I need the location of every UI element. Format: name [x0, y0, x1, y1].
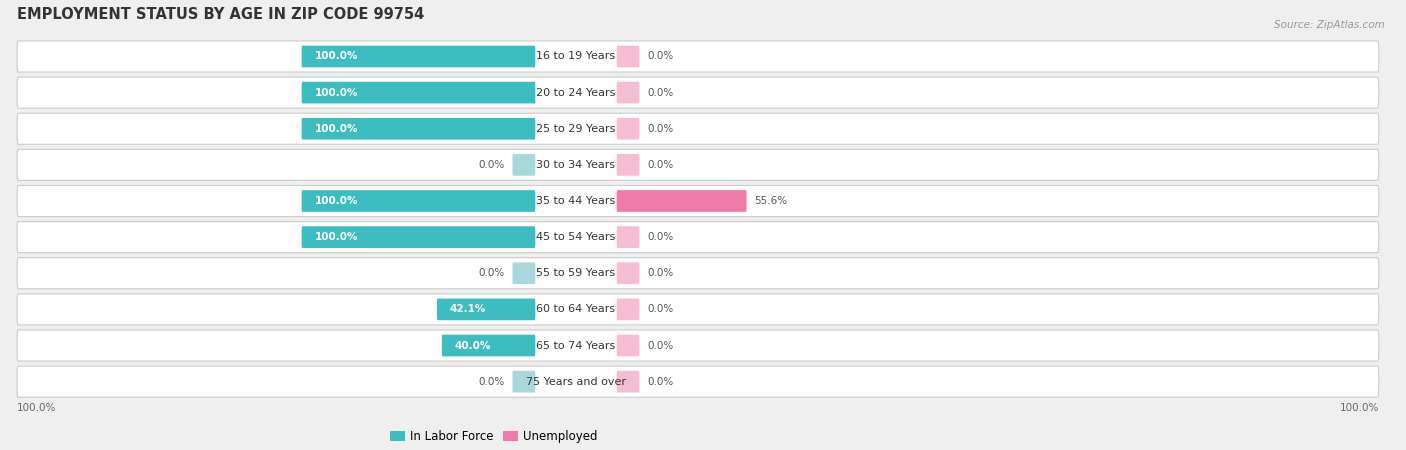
Text: 0.0%: 0.0%	[647, 160, 673, 170]
FancyBboxPatch shape	[302, 45, 536, 68]
Text: 25 to 29 Years: 25 to 29 Years	[536, 124, 616, 134]
Text: 0.0%: 0.0%	[647, 304, 673, 315]
Text: 55 to 59 Years: 55 to 59 Years	[537, 268, 616, 278]
Text: 0.0%: 0.0%	[647, 341, 673, 351]
FancyBboxPatch shape	[17, 149, 1379, 180]
FancyBboxPatch shape	[617, 226, 640, 248]
Text: 45 to 54 Years: 45 to 54 Years	[536, 232, 616, 242]
FancyBboxPatch shape	[302, 226, 536, 248]
Text: 100.0%: 100.0%	[315, 196, 357, 206]
Text: 55.6%: 55.6%	[754, 196, 787, 206]
FancyBboxPatch shape	[512, 154, 536, 176]
Text: 40.0%: 40.0%	[454, 341, 491, 351]
Text: 0.0%: 0.0%	[647, 124, 673, 134]
Text: EMPLOYMENT STATUS BY AGE IN ZIP CODE 99754: EMPLOYMENT STATUS BY AGE IN ZIP CODE 997…	[17, 7, 425, 22]
FancyBboxPatch shape	[441, 335, 536, 356]
FancyBboxPatch shape	[617, 118, 640, 140]
FancyBboxPatch shape	[302, 118, 536, 140]
Text: 42.1%: 42.1%	[450, 304, 486, 315]
FancyBboxPatch shape	[617, 262, 640, 284]
Text: 0.0%: 0.0%	[478, 160, 505, 170]
Text: 100.0%: 100.0%	[17, 403, 56, 413]
Text: 75 Years and over: 75 Years and over	[526, 377, 626, 387]
Text: 0.0%: 0.0%	[478, 377, 505, 387]
Text: 20 to 24 Years: 20 to 24 Years	[536, 88, 616, 98]
Text: 60 to 64 Years: 60 to 64 Years	[537, 304, 616, 315]
Text: 0.0%: 0.0%	[647, 377, 673, 387]
FancyBboxPatch shape	[617, 335, 640, 356]
Text: 65 to 74 Years: 65 to 74 Years	[536, 341, 616, 351]
Text: 35 to 44 Years: 35 to 44 Years	[536, 196, 616, 206]
FancyBboxPatch shape	[17, 221, 1379, 252]
Text: 0.0%: 0.0%	[647, 232, 673, 242]
Text: 0.0%: 0.0%	[647, 51, 673, 62]
Legend: In Labor Force, Unemployed: In Labor Force, Unemployed	[385, 425, 603, 448]
Text: 100.0%: 100.0%	[315, 232, 357, 242]
Text: 0.0%: 0.0%	[647, 88, 673, 98]
FancyBboxPatch shape	[512, 371, 536, 392]
FancyBboxPatch shape	[617, 82, 640, 104]
FancyBboxPatch shape	[17, 258, 1379, 289]
FancyBboxPatch shape	[17, 366, 1379, 397]
Text: 100.0%: 100.0%	[1340, 403, 1379, 413]
Text: 100.0%: 100.0%	[315, 88, 357, 98]
FancyBboxPatch shape	[302, 82, 536, 104]
Text: 0.0%: 0.0%	[647, 268, 673, 278]
Text: Source: ZipAtlas.com: Source: ZipAtlas.com	[1274, 20, 1385, 30]
FancyBboxPatch shape	[17, 41, 1379, 72]
FancyBboxPatch shape	[617, 45, 640, 68]
FancyBboxPatch shape	[17, 77, 1379, 108]
Text: 16 to 19 Years: 16 to 19 Years	[537, 51, 616, 62]
FancyBboxPatch shape	[512, 262, 536, 284]
Text: 100.0%: 100.0%	[315, 51, 357, 62]
Text: 0.0%: 0.0%	[478, 268, 505, 278]
FancyBboxPatch shape	[617, 298, 640, 320]
FancyBboxPatch shape	[17, 294, 1379, 325]
Text: 100.0%: 100.0%	[315, 124, 357, 134]
Text: 30 to 34 Years: 30 to 34 Years	[537, 160, 616, 170]
FancyBboxPatch shape	[437, 298, 536, 320]
FancyBboxPatch shape	[17, 330, 1379, 361]
FancyBboxPatch shape	[617, 190, 747, 212]
FancyBboxPatch shape	[617, 154, 640, 176]
FancyBboxPatch shape	[302, 190, 536, 212]
FancyBboxPatch shape	[17, 185, 1379, 216]
FancyBboxPatch shape	[17, 113, 1379, 144]
FancyBboxPatch shape	[617, 371, 640, 392]
